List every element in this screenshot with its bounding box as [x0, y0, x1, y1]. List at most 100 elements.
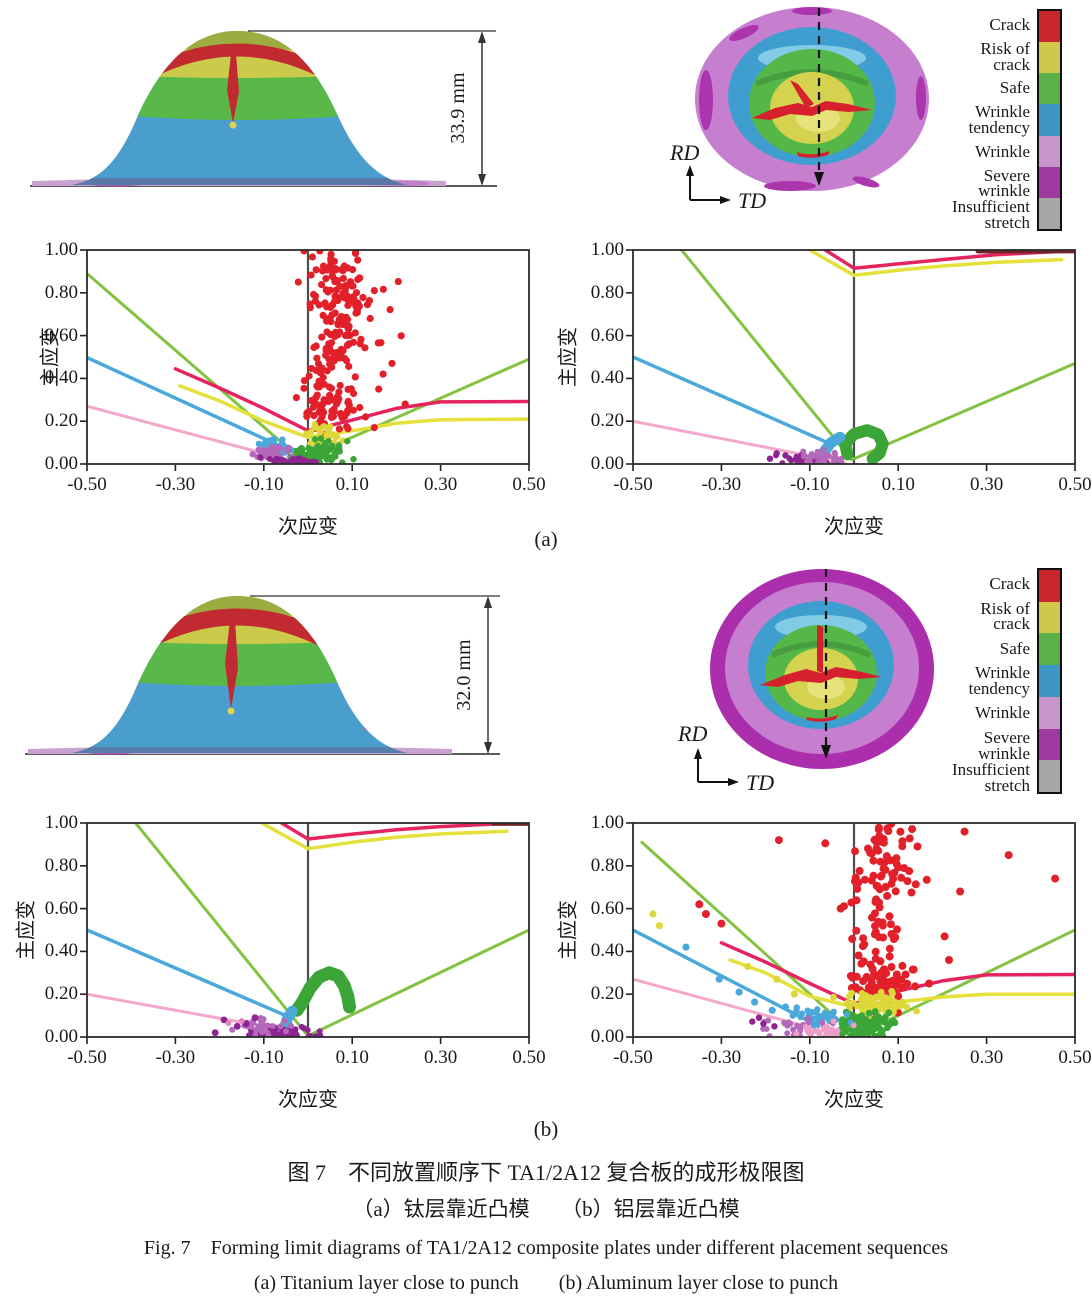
- rd-td-axes: RD TD: [677, 721, 774, 795]
- legend-item-label-crack: Crack: [989, 14, 1030, 34]
- dome-strain-zones: [72, 31, 408, 185]
- x-axis-label: 次应变: [824, 516, 884, 538]
- plot-frame: [632, 249, 1076, 465]
- x-axis-label: 次应变: [824, 1089, 884, 1111]
- dome-top-view-a: RD TD: [669, 7, 929, 213]
- cluster-crack-points: [292, 366, 364, 446]
- y-tick-label: 0.60: [590, 324, 624, 346]
- legend-swatch-severe-wrinkle: [1039, 166, 1060, 198]
- series-safe-boundary-green: [134, 823, 529, 1037]
- legend-labels: Crack Risk of crack Safe Wrinkle tendency Wr…: [930, 568, 1037, 794]
- rd-axis-label: RD: [677, 721, 707, 746]
- y-axis-label: 主应变: [39, 327, 62, 387]
- cluster-crack-points: [339, 262, 405, 352]
- rd-axis-label: RD: [669, 140, 699, 165]
- cluster-wrinkle-points: [800, 446, 845, 464]
- series-wrinkle-tendency-boundary-blue: [87, 928, 288, 1018]
- legend-swatch-safe: [1039, 73, 1060, 105]
- y-tick-label: 1.00: [590, 812, 624, 833]
- y-tick-label: 0.60: [590, 897, 624, 919]
- dots-wrinkle-outliers: [225, 1018, 245, 1027]
- series-wrinkle-tendency-boundary-blue: [633, 928, 821, 1029]
- dots-crack-outliers: [294, 278, 409, 432]
- dots-crack-outliers: [695, 827, 1060, 988]
- legend-swatch-risk-of-crack: [1039, 42, 1060, 74]
- caption-zh-title: 图 7 不同放置顺序下 TA1/2A12 复合板的成形极限图: [287, 1160, 805, 1185]
- x-tick-label: 0.30: [423, 474, 458, 495]
- series-forming-limit-curve-risk: [808, 250, 1064, 278]
- x-tick-label: -0.50: [67, 474, 107, 495]
- caption-en-sub: (a) Titanium layer close to punch (b) Al…: [253, 1272, 839, 1294]
- fld-plot-canvas: [80, 822, 530, 1044]
- dome-side-view-a: 33.9 mm: [30, 30, 497, 187]
- y-tick-label: 0.00: [44, 1026, 78, 1047]
- x-tick-label: -0.50: [613, 474, 653, 495]
- legend-item-label-risk-of-crack: Risk of crack: [980, 598, 1030, 634]
- y-tick-label: 0.00: [590, 1026, 624, 1047]
- dome-top-view-b: RD TD: [677, 569, 934, 795]
- y-tick-label: 1.00: [44, 812, 78, 833]
- dots-risk-outliers: [649, 910, 798, 998]
- fld-chart-a-left: -0.50 -0.30 -0.10 0.10 0.30 0.50 0.00 0.20 0.40 0…: [40, 238, 546, 538]
- series-forming-limit-curve-crack: [279, 823, 509, 841]
- x-tick-label: 0.50: [1058, 474, 1092, 495]
- x-tick-label: -0.30: [155, 1047, 196, 1068]
- x-tick-label: -0.10: [244, 474, 284, 495]
- y-tick-label: 0.20: [44, 410, 78, 432]
- y-tick-label: 0.80: [44, 854, 78, 876]
- cluster-wrinkle-points-pink: [793, 1018, 857, 1037]
- dots-severe-wrinkle-outliers: [749, 1014, 778, 1030]
- x-axis-label: 次应变: [278, 516, 338, 538]
- legend-swatch-insufficient-stretch: [1039, 197, 1060, 229]
- dots-severe-wrinkle-outliers: [766, 450, 789, 462]
- legend-item-label-risk-of-crack: Risk of crack: [980, 38, 1030, 74]
- legend-color-bar: [1037, 568, 1062, 794]
- x-tick-label: 0.30: [423, 1047, 458, 1068]
- y-tick-label: 0.40: [590, 940, 624, 962]
- cluster-severe-wrinkle-points: [257, 454, 319, 464]
- legend-item-label-wrinkle-tendency: Wrinkle tendency: [968, 663, 1030, 698]
- crack-pattern: [752, 80, 872, 158]
- color-legend-b: Crack Risk of crack Safe Wrinkle tendency Wr…: [930, 568, 1092, 794]
- severe-wrinkle-patches: [699, 7, 926, 191]
- y-tick-label: 0.20: [590, 983, 624, 1005]
- y-tick-label: 0.60: [44, 324, 78, 346]
- x-tick-label: 0.10: [881, 474, 915, 495]
- legend-item-label-insufficient-stretch: Insufficient stretch: [951, 760, 1030, 795]
- color-legend-a: Crack Risk of crack Safe Wrinkle tendency Wr…: [930, 9, 1092, 231]
- cluster-crack-points: [840, 823, 931, 911]
- y-tick-label: 0.20: [44, 983, 78, 1005]
- band-safe-points-hook: [839, 424, 889, 464]
- legend-item-label-insufficient-stretch: Insufficient stretch: [951, 197, 1030, 233]
- plot-frame: [86, 822, 530, 1038]
- y-tick-label: 0.80: [44, 281, 78, 303]
- x-tick-label: 0.50: [512, 474, 546, 495]
- fld-chart-a-right: -0.50 -0.30 -0.10 0.10 0.30 0.50 0.00 0.20 0.40 0…: [558, 238, 1092, 538]
- td-axis-label: TD: [746, 770, 774, 795]
- legend-item-label-safe: Safe: [999, 638, 1030, 658]
- x-tick-label: -0.10: [790, 474, 830, 495]
- y-tick-label: 0.80: [590, 281, 624, 303]
- dome-strain-zones: [72, 596, 408, 753]
- y-tick-label: 0.40: [590, 367, 624, 389]
- cluster-safe-points: [829, 1008, 899, 1037]
- td-axis-label: TD: [738, 188, 766, 213]
- legend-item-label-safe: Safe: [999, 78, 1030, 98]
- y-tick-label: 0.80: [590, 854, 624, 876]
- legend-labels: Crack Risk of crack Safe Wrinkle tendency Wr…: [930, 9, 1037, 231]
- series-wrinkle-tendency-boundary-blue: [633, 355, 830, 445]
- dome-side-view-b: 32.0 mm: [25, 595, 500, 755]
- legend-swatch-wrinkle-tendency: [1039, 104, 1060, 136]
- y-axis-label: 主应变: [15, 900, 38, 960]
- legend-swatch-risk-of-crack: [1039, 601, 1060, 634]
- y-tick-label: 0.40: [44, 367, 78, 389]
- legend-item-label-crack: Crack: [989, 574, 1030, 594]
- legend-item-label-wrinkle: Wrinkle: [974, 141, 1030, 161]
- legend-item-label-severe-wrinkle: Severe wrinkle: [978, 165, 1030, 201]
- legend-item-label-wrinkle: Wrinkle: [974, 703, 1030, 723]
- legend-item-label-severe-wrinkle: Severe wrinkle: [978, 727, 1030, 763]
- series-wrinkle-boundary-pink: [87, 992, 266, 1028]
- dimension-arrow: [478, 31, 486, 186]
- x-tick-label: -0.50: [67, 1047, 107, 1068]
- series-safe-boundary-green: [680, 250, 1075, 462]
